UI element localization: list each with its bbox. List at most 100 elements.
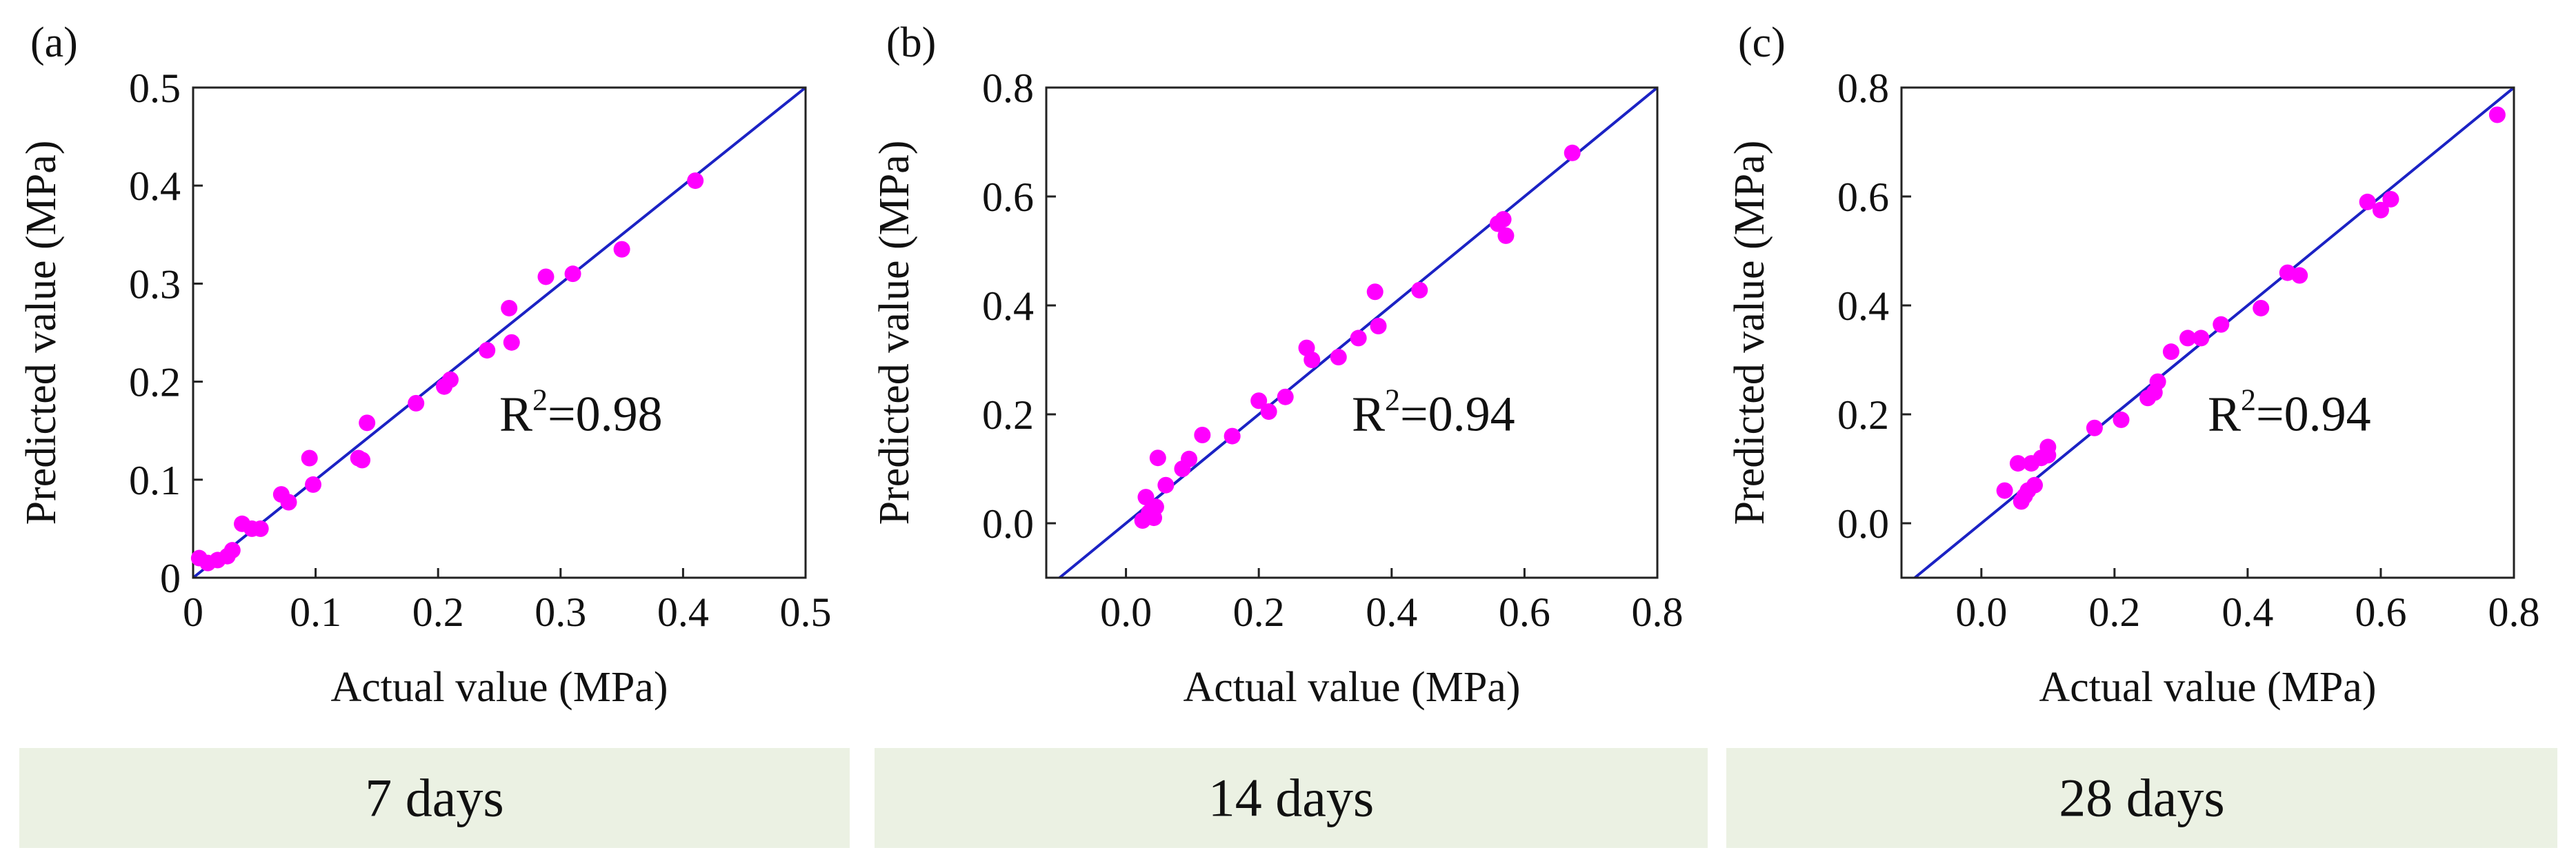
data-point: [1260, 403, 1277, 421]
y-tick-label: 0.1: [129, 458, 181, 503]
data-point: [2009, 455, 2026, 472]
x-tick-label: 0.6: [2355, 589, 2406, 635]
data-point: [354, 452, 371, 469]
x-tick-label: 0: [183, 589, 203, 635]
days-band: [19, 748, 850, 848]
days-band: [875, 748, 1708, 848]
x-tick-label: 0.1: [290, 589, 341, 635]
data-point: [1250, 392, 1268, 410]
y-axis-title: Predicted value (MPa): [1726, 141, 1773, 525]
data-point: [479, 342, 496, 359]
r2-value: =0.94: [1400, 387, 1515, 442]
plot-frame: [192, 86, 807, 579]
data-point: [503, 334, 520, 351]
data-point: [1564, 144, 1581, 161]
data-point: [2488, 106, 2506, 123]
data-point: [2149, 373, 2166, 390]
x-axis-title: Actual value (MPa): [2039, 664, 2377, 711]
y-tick-label: 0.2: [1837, 392, 1889, 438]
y-tick-label: 0.3: [129, 261, 181, 307]
data-point: [1157, 476, 1175, 494]
data-point: [1149, 449, 1166, 467]
data-point: [1411, 281, 1428, 299]
data-point: [1181, 450, 1198, 467]
r2-annotation: R2=0.94: [1352, 383, 1515, 442]
x-tick-label: 0.4: [657, 589, 709, 635]
data-point: [1330, 349, 1347, 366]
plot-frame: [1900, 86, 2515, 579]
y-tick-label: 0.8: [1837, 65, 1889, 111]
x-tick-label: 0.2: [412, 589, 464, 635]
data-point: [1194, 427, 1211, 444]
data-point: [1350, 330, 1367, 347]
panel-label: (c): [1738, 19, 1786, 66]
data-point: [2359, 193, 2376, 210]
panel-label: (a): [30, 19, 78, 66]
y-tick-label: 0.6: [982, 174, 1034, 220]
data-point: [564, 265, 581, 283]
r2-annotation: R2=0.98: [499, 383, 663, 442]
data-point: [2113, 411, 2130, 428]
chart-panel-1: 7 days (a) 0 0.1 0.2 0.3 0.4 0.5 0 0.1 0.2 0.3 0.4 0.…: [18, 19, 850, 848]
y-tick-label: 0.8: [982, 65, 1034, 111]
data-point: [301, 449, 318, 467]
data-point: [223, 542, 241, 559]
x-tick-label: 0.0: [1955, 589, 2007, 635]
x-tick-label: 0.8: [1632, 589, 1684, 635]
x-tick-label: 0.6: [1499, 589, 1550, 635]
x-tick-label: 0.4: [2221, 589, 2273, 635]
y-tick-label: 0.0: [1837, 501, 1889, 547]
r2-value: =0.94: [2256, 387, 2371, 442]
r2-value: =0.98: [548, 387, 663, 442]
y-tick-label: 0: [160, 556, 181, 601]
data-point: [2291, 267, 2308, 284]
panel-label: (b): [886, 19, 936, 66]
y-tick-label: 0.4: [129, 163, 181, 209]
data-point: [537, 268, 555, 285]
r2-prefix: R: [499, 387, 532, 442]
data-point: [2193, 330, 2210, 347]
data-point: [1147, 498, 1164, 516]
reference-line: [1914, 88, 2514, 578]
data-point: [501, 299, 518, 316]
x-tick-label: 0.0: [1100, 589, 1152, 635]
reference-line: [193, 88, 806, 578]
r2-annotation: R2=0.94: [2208, 383, 2371, 442]
data-point: [2026, 476, 2044, 494]
days-label: 14 days: [1208, 768, 1374, 828]
days-band: [1726, 748, 2557, 848]
r2-prefix: R: [2208, 387, 2241, 442]
y-tick-label: 0.4: [1837, 283, 1889, 329]
data-point: [613, 241, 630, 258]
days-label: 28 days: [2059, 768, 2224, 828]
data-point: [1996, 482, 2013, 499]
data-point: [252, 520, 269, 537]
x-tick-label: 0.3: [535, 589, 586, 635]
data-point: [687, 172, 704, 190]
plot-frame: [1045, 86, 1659, 579]
data-point: [1277, 388, 1294, 405]
x-tick-label: 0.4: [1366, 589, 1417, 635]
y-tick-label: 0.6: [1837, 174, 1889, 220]
y-axis-title: Predicted value (MPa): [871, 141, 918, 525]
y-tick-label: 0.4: [982, 283, 1034, 329]
data-point: [2039, 447, 2057, 464]
x-axis-title: Actual value (MPa): [1184, 664, 1521, 711]
y-tick-label: 0.2: [982, 392, 1034, 438]
y-tick-label: 0.0: [982, 501, 1034, 547]
x-axis-title: Actual value (MPa): [331, 664, 668, 711]
x-tick-label: 0.5: [780, 589, 832, 635]
r2-superscript: 2: [1385, 383, 1400, 417]
data-point: [2086, 419, 2103, 436]
data-point: [2162, 343, 2179, 361]
r2-superscript: 2: [2241, 383, 2256, 417]
data-point: [2372, 201, 2389, 219]
chart-panel-2: 14 days (b) 0.0 0.2 0.4 0.6 0.8 0.0 0.2 0.4 0.6 0.8…: [871, 19, 1708, 848]
x-tick-label: 0.2: [2088, 589, 2140, 635]
data-point: [408, 394, 425, 412]
x-tick-label: 0.8: [2488, 589, 2540, 635]
data-point: [1224, 427, 1241, 445]
data-point: [280, 494, 297, 511]
data-point: [1497, 227, 1515, 244]
